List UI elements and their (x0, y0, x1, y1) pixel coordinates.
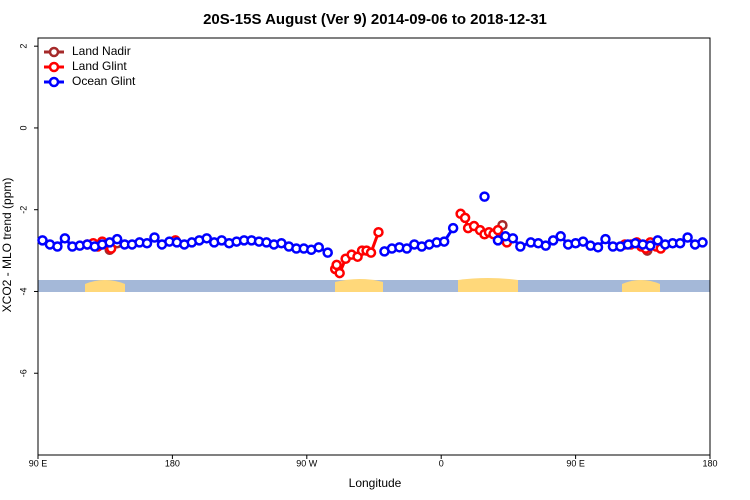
data-point (201, 233, 212, 244)
x-tick-label: 90 W (296, 458, 318, 468)
data-point (492, 224, 504, 236)
y-tick-label: -4 (18, 287, 28, 295)
legend-marker (48, 61, 60, 73)
legend-label: Land Nadir (72, 44, 131, 58)
data-point (492, 235, 504, 246)
data-point (313, 242, 324, 253)
plot-frame (37, 37, 711, 456)
y-tick-label: 2 (18, 44, 28, 49)
data-point (645, 240, 656, 251)
land-patch (85, 280, 125, 292)
series (37, 191, 708, 258)
legend-label: Ocean Glint (72, 74, 136, 88)
series (104, 219, 653, 256)
data-point (674, 237, 686, 249)
x-tick-label: 0 (439, 458, 444, 468)
land-patch (335, 279, 383, 292)
y-axis-label: XCO2 - MLO trend (ppm) (0, 178, 14, 313)
legend-label: Land Glint (72, 59, 127, 73)
data-point (322, 247, 333, 258)
data-point (479, 191, 490, 202)
data-point (515, 241, 526, 252)
data-point (547, 235, 559, 246)
data-point (600, 233, 611, 245)
x-axis-label: Longitude (349, 476, 402, 490)
x-tick-label: 180 (165, 458, 180, 468)
data-point (540, 240, 551, 251)
data-point (52, 241, 63, 252)
land-patch (458, 278, 518, 292)
data-point (507, 233, 519, 244)
data-point (331, 259, 342, 271)
data-point (592, 242, 604, 253)
data-point (365, 247, 377, 258)
data-point (438, 236, 450, 247)
data-point (447, 222, 459, 234)
x-tick-label: 180 (702, 458, 717, 468)
y-tick-label: -2 (18, 206, 28, 214)
data-point (682, 232, 693, 243)
data-point (577, 236, 589, 247)
data-point (401, 243, 413, 254)
data-point (697, 237, 708, 248)
data-point (652, 235, 663, 246)
data-point (373, 226, 384, 238)
data-point (111, 233, 123, 245)
legend-marker (48, 46, 60, 58)
y-tick-label: 0 (18, 125, 28, 130)
legend-marker (48, 76, 60, 88)
surface-mask (38, 278, 710, 292)
data-point (555, 231, 566, 242)
data-point (149, 232, 160, 243)
data-point (141, 237, 153, 249)
x-tick-label: 90 E (29, 458, 48, 468)
chart-title: 20S-15S August (Ver 9) 2014-09-06 to 201… (203, 11, 547, 28)
data-point (37, 235, 48, 246)
data-point (459, 212, 471, 224)
y-tick-label: -6 (18, 369, 28, 377)
land-patch (622, 280, 660, 292)
x-tick-label: 90 E (566, 458, 585, 468)
data-point (334, 267, 345, 279)
data-point (59, 233, 71, 244)
